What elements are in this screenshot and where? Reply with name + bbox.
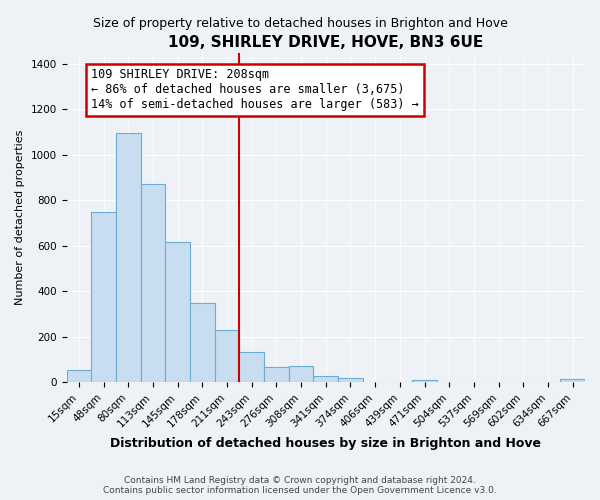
Bar (560, 378, 585, 382)
Bar (190, 302, 215, 382)
Bar (67, 370, 91, 382)
Title: 109, SHIRLEY DRIVE, HOVE, BN3 6UE: 109, SHIRLEY DRIVE, HOVE, BN3 6UE (168, 35, 484, 50)
Y-axis label: Number of detached properties: Number of detached properties (15, 130, 25, 305)
Bar (165, 242, 190, 382)
Text: Size of property relative to detached houses in Brighton and Hove: Size of property relative to detached ho… (92, 18, 508, 30)
Bar (412, 380, 437, 382)
Bar (264, 366, 289, 382)
X-axis label: Distribution of detached houses by size in Brighton and Hove: Distribution of detached houses by size … (110, 437, 541, 450)
Bar (338, 378, 363, 382)
Bar (215, 330, 239, 382)
Text: Contains HM Land Registry data © Crown copyright and database right 2024.
Contai: Contains HM Land Registry data © Crown c… (103, 476, 497, 495)
Bar (140, 184, 165, 382)
Bar (116, 133, 140, 382)
Bar (313, 376, 338, 382)
Bar (289, 366, 313, 382)
Bar (91, 212, 116, 382)
Bar (239, 352, 264, 382)
Text: 109 SHIRLEY DRIVE: 208sqm
← 86% of detached houses are smaller (3,675)
14% of se: 109 SHIRLEY DRIVE: 208sqm ← 86% of detac… (91, 68, 419, 112)
